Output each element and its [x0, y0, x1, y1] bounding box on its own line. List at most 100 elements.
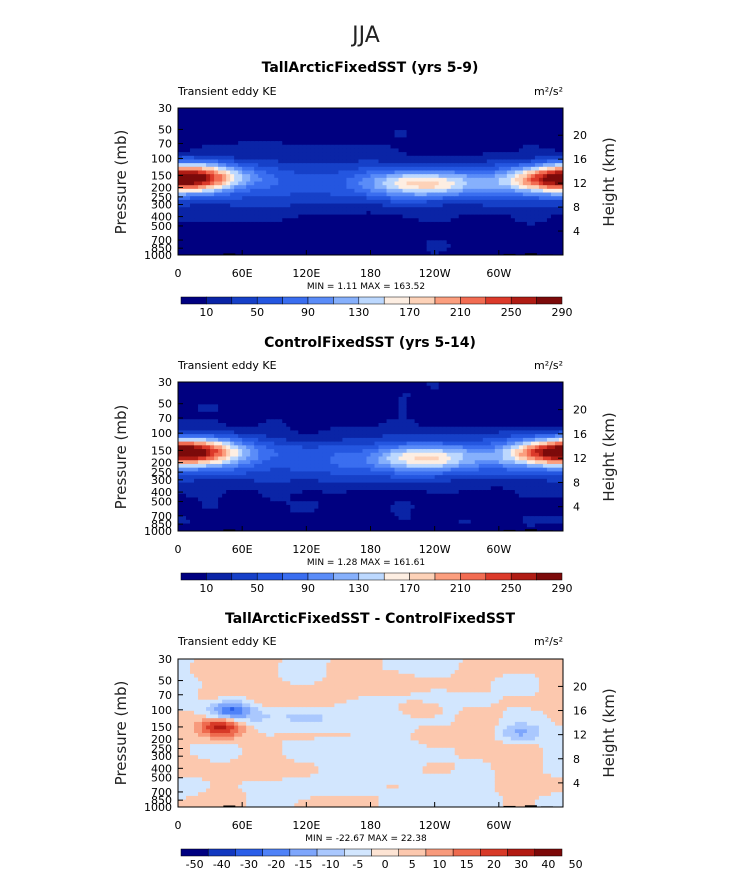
contour-cell [338, 192, 344, 197]
contour-cell [518, 137, 524, 142]
contour-cell [274, 155, 279, 161]
contour-cell [190, 240, 195, 245]
contour-cell [282, 152, 287, 157]
contour-cell [278, 148, 283, 153]
contour-cell [554, 210, 560, 216]
contour-cell [246, 463, 251, 469]
contour-cell [234, 426, 239, 432]
contour-cell [306, 188, 311, 194]
contour-cell [366, 243, 372, 249]
colorbar-label: 290 [552, 306, 573, 319]
contour-cell [338, 218, 344, 223]
contour-cell [254, 111, 259, 116]
contour-cell [346, 115, 352, 120]
contour-cell [234, 419, 239, 424]
contour-cell [554, 196, 560, 201]
contour-cell [470, 188, 476, 194]
contour-cell [190, 126, 195, 131]
contour-cell [394, 108, 400, 113]
contour-cell [306, 218, 311, 223]
contour-cell [318, 126, 323, 131]
contour-cell [230, 422, 235, 428]
contour-cell [402, 126, 408, 131]
contour-cell [342, 155, 348, 161]
contour-cell [262, 501, 267, 506]
contour-cell [478, 137, 484, 142]
contour-cell [530, 130, 536, 135]
contour-cell [402, 155, 408, 161]
contour-cell [198, 449, 203, 454]
contour-cell [270, 229, 275, 234]
contour-cell [514, 155, 520, 161]
contour-cell [230, 243, 235, 249]
contour-cell [498, 243, 504, 249]
contour-cell [242, 434, 247, 439]
contour-cell [398, 232, 404, 238]
contour-cell [214, 148, 219, 153]
contour-cell [406, 199, 412, 205]
contour-cell [206, 415, 211, 420]
contour-cell [214, 519, 219, 525]
contour-cell [190, 218, 195, 223]
contour-cell [418, 159, 424, 164]
contour-cell [266, 490, 271, 495]
contour-cell [234, 430, 239, 435]
contour-cell [458, 159, 464, 164]
contour-cell [382, 108, 388, 113]
contour-cell [186, 141, 191, 146]
contour-cell [202, 508, 207, 513]
contour-cell [254, 229, 259, 234]
contour-cell [230, 181, 235, 186]
contour-cell [234, 236, 239, 241]
contour-cell [246, 512, 251, 517]
contour-cell [490, 196, 496, 201]
contour-cell [486, 159, 492, 164]
contour-cell [222, 111, 227, 116]
contour-cell [266, 385, 271, 391]
contour-cell [222, 475, 227, 480]
contour-cell [282, 155, 287, 161]
contour-cell [402, 243, 408, 249]
contour-cell [242, 445, 247, 450]
contour-cell [354, 126, 360, 131]
contour-cell [202, 130, 207, 135]
contour-cell [294, 174, 299, 179]
contour-cell [182, 192, 187, 197]
contour-cell [242, 478, 247, 484]
contour-cell [510, 188, 516, 194]
contour-cell [382, 203, 388, 208]
contour-cell [482, 148, 488, 153]
contour-cell [186, 516, 191, 521]
contour-cell [478, 130, 484, 135]
contour-cell [286, 229, 291, 234]
contour-cell [206, 434, 211, 439]
contour-cell [230, 460, 235, 465]
contour-cell [286, 159, 291, 164]
contour-cell [382, 130, 388, 135]
contour-cell [422, 232, 428, 238]
contour-cell [366, 122, 372, 127]
contour-cell [498, 155, 504, 161]
contour-cell [178, 119, 183, 124]
contour-cell [482, 229, 488, 234]
contour-cell [470, 214, 476, 219]
contour-cell [454, 188, 460, 194]
contour-cell [462, 243, 468, 249]
contour-cell [206, 163, 211, 168]
contour-cell [262, 148, 267, 153]
contour-cell [414, 214, 420, 219]
contour-cell [226, 404, 231, 409]
contour-cell [282, 111, 287, 116]
contour-cell [218, 389, 223, 394]
contour-cell [178, 426, 183, 432]
contour-cell [518, 203, 524, 208]
contour-cell [306, 163, 311, 168]
contour-cell [390, 166, 396, 172]
contour-cell [198, 122, 203, 127]
contour-cell [202, 527, 207, 531]
contour-cell [242, 411, 247, 417]
contour-cell [310, 218, 315, 223]
contour-cell [206, 516, 211, 521]
contour-cell [326, 155, 331, 161]
contour-cell [486, 229, 492, 234]
